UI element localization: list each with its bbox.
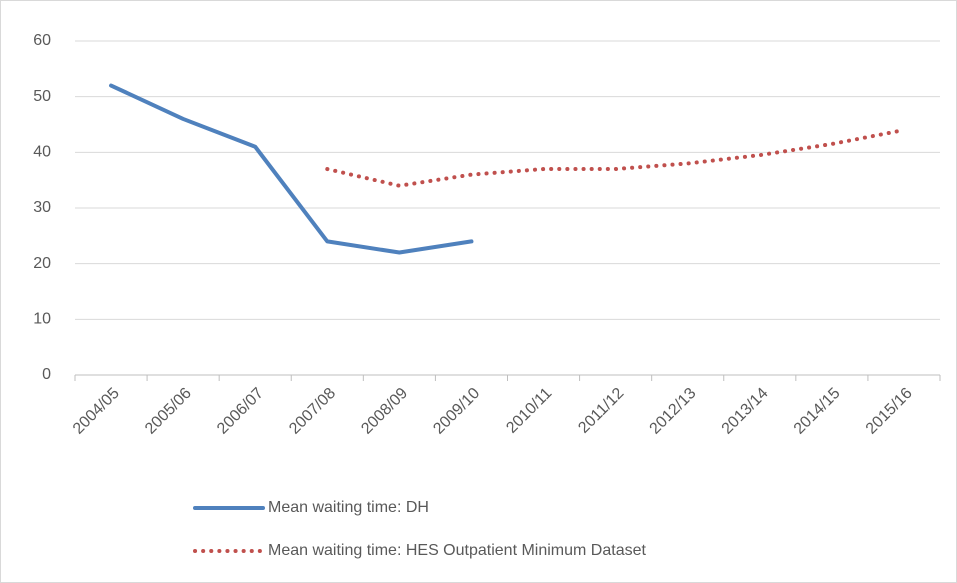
legend-label: Mean waiting time: DH: [268, 499, 429, 516]
y-tick-label: 20: [33, 255, 51, 272]
series-line: [325, 128, 906, 188]
y-tick-label: 0: [42, 366, 51, 383]
legend-label: Mean waiting time: HES Outpatient Minimu…: [268, 542, 646, 559]
y-tick-label: 60: [33, 32, 51, 49]
y-tick-label: 50: [33, 88, 51, 105]
y-tick-label: 40: [33, 144, 51, 161]
y-tick-label: 30: [33, 199, 51, 216]
series-line: [109, 83, 474, 255]
y-tick-label: 10: [33, 311, 51, 328]
